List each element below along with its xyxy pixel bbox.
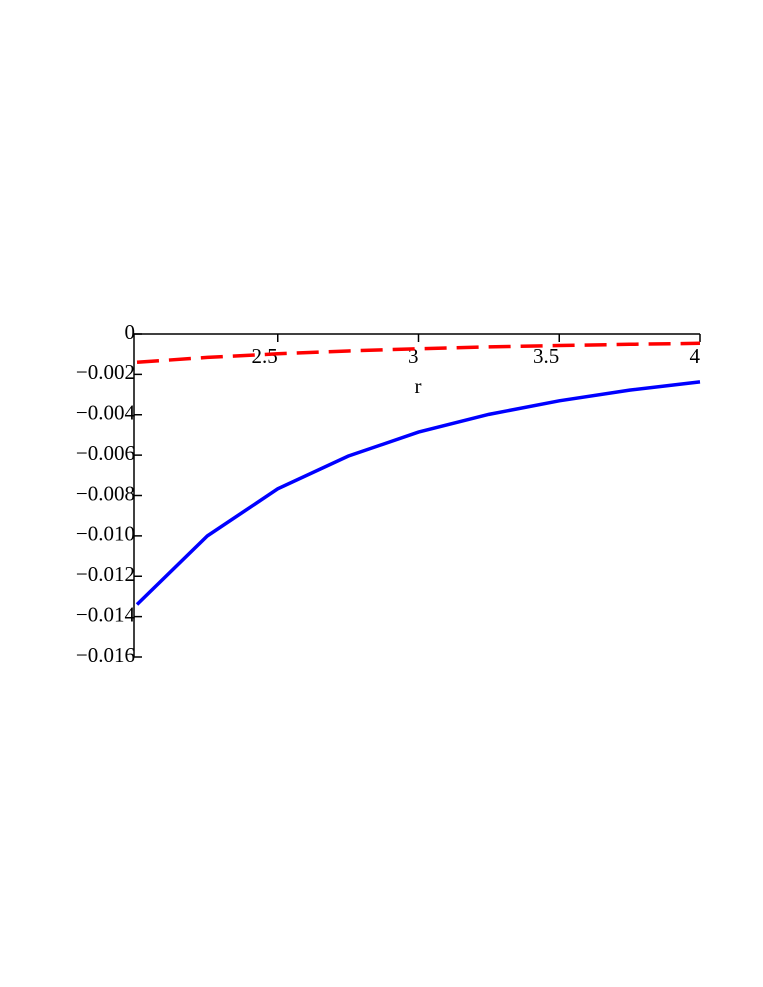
x-tick-label: 3 [408, 344, 419, 368]
y-tick-label: −0.002 [76, 360, 135, 384]
y-tick-label: −0.016 [76, 643, 135, 667]
y-tick-label: −0.006 [76, 441, 135, 465]
y-tick-label: 0 [125, 320, 136, 344]
x-tick-label: 3.5 [533, 344, 559, 368]
y-tick-label: −0.004 [76, 401, 136, 425]
x-tick-label: 2.5 [252, 344, 278, 368]
y-tick-label: −0.014 [76, 602, 136, 626]
data-line [136, 341, 701, 365]
y-tick-label: −0.008 [76, 481, 135, 505]
data-line [135, 380, 701, 606]
x-tick-label: 4 [690, 344, 701, 368]
y-tick-label: −0.012 [76, 562, 135, 586]
x-axis-label: r [415, 374, 422, 398]
y-tick-label: −0.010 [76, 522, 135, 546]
